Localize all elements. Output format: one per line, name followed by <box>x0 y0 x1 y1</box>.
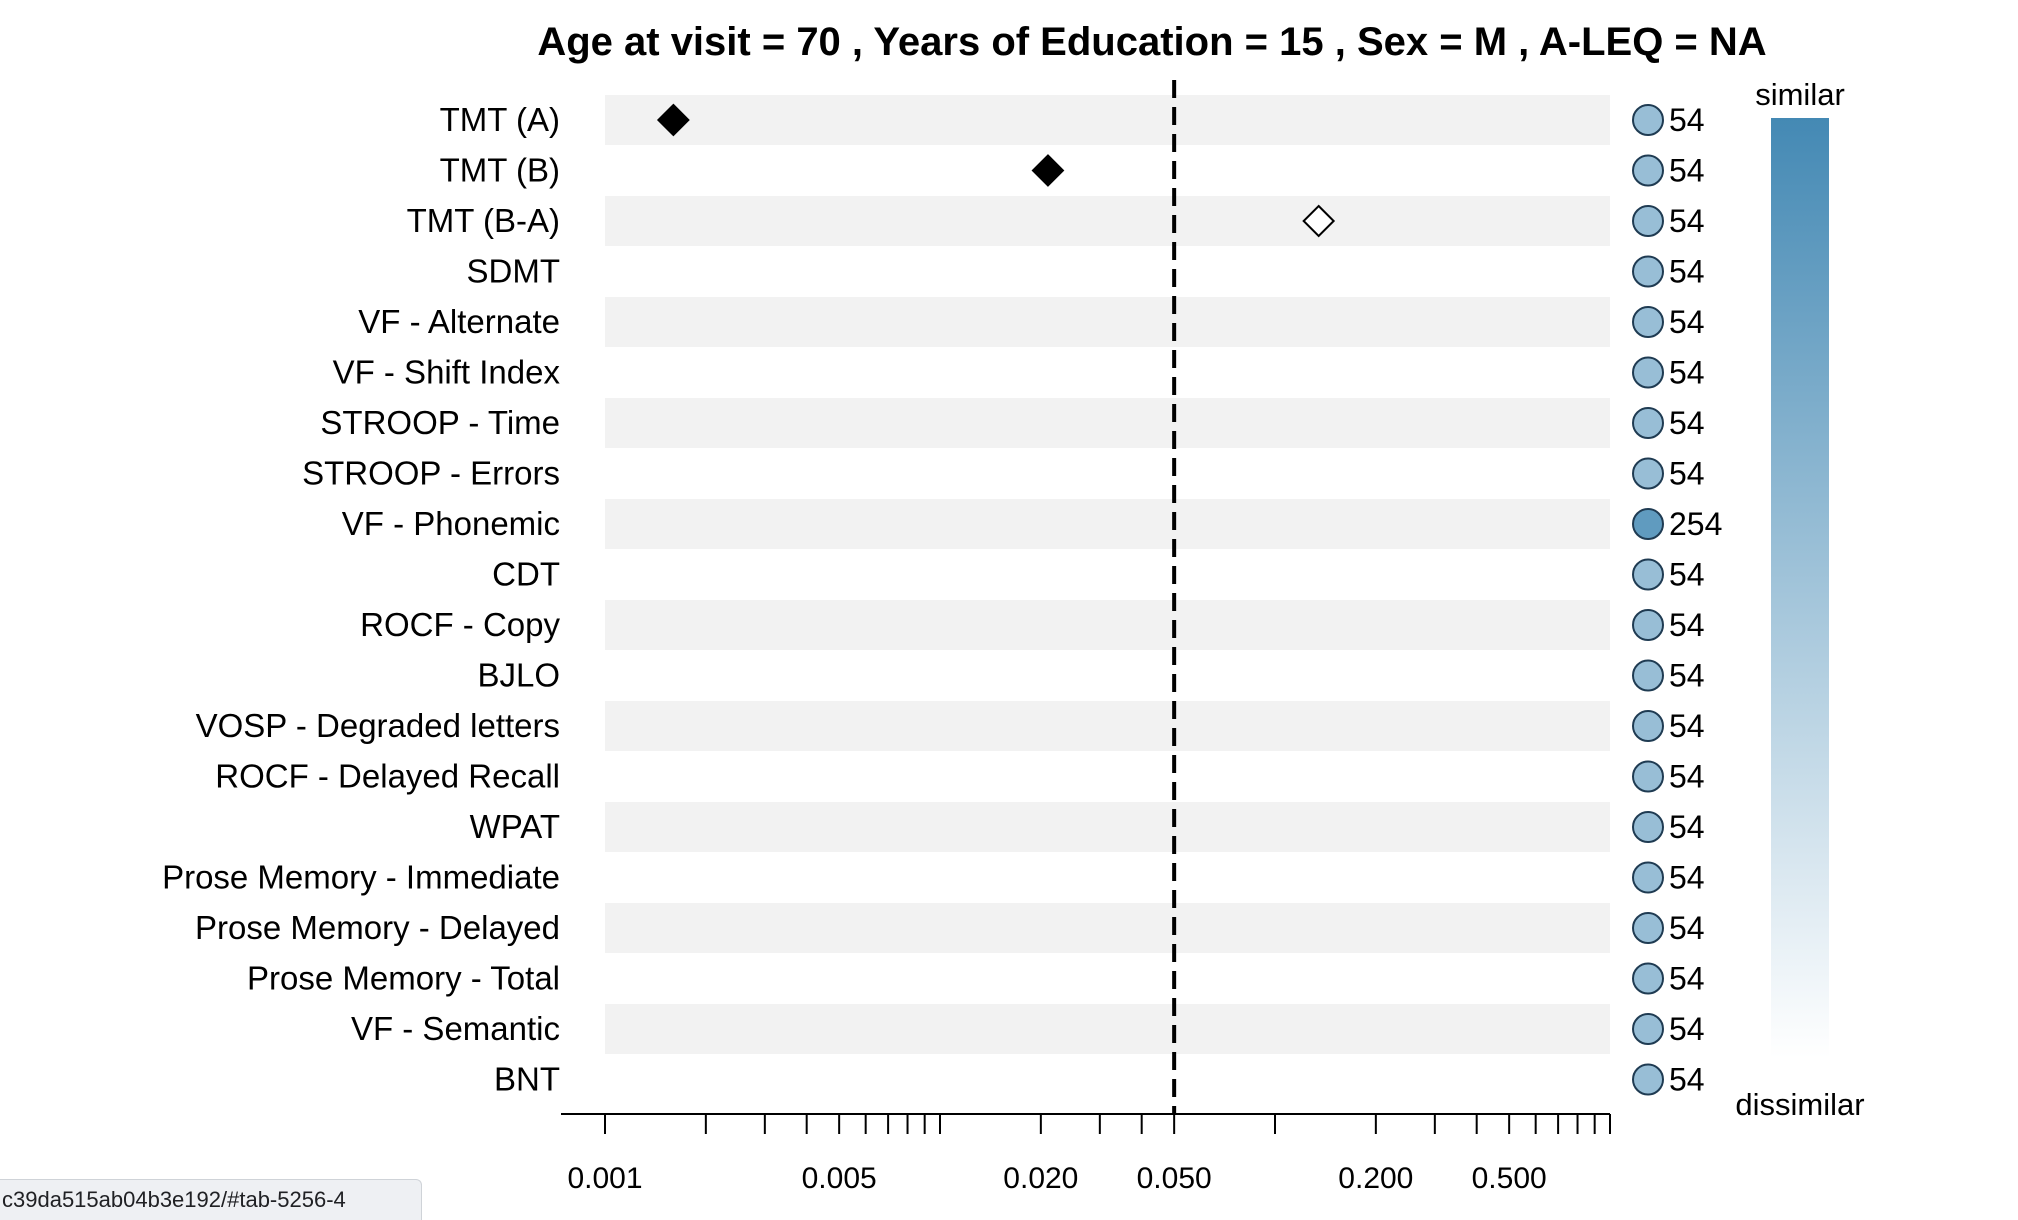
row-band <box>605 903 1610 953</box>
chart-title: Age at visit = 70 , Years of Education =… <box>537 20 1766 64</box>
sample-count-label: 54 <box>1669 405 1705 441</box>
row-label: VF - Alternate <box>358 303 560 340</box>
row-label: SDMT <box>467 253 561 290</box>
status-bar-url: c39da515ab04b3e192/#tab-5256-4 <box>0 1179 422 1220</box>
row-band <box>605 95 1610 145</box>
filled-diamond-marker <box>656 103 690 137</box>
row-label: STROOP - Time <box>320 404 560 441</box>
similarity-circle <box>1632 306 1664 338</box>
sample-count-label: 54 <box>1669 658 1705 694</box>
x-axis: 0.001 0.005 0.020 0.050 0.200 0.500 <box>561 1113 1611 1195</box>
similarity-circle <box>1632 962 1664 995</box>
similarity-circle <box>1632 356 1664 389</box>
row-label: VF - Semantic <box>351 1010 560 1047</box>
x-tick-label: 0.200 <box>1338 1162 1413 1195</box>
similarity-circle <box>1632 1013 1664 1045</box>
x-tick-label: 0.005 <box>802 1162 877 1195</box>
row-label: TMT (A) <box>440 101 560 138</box>
row-label: VF - Shift Index <box>333 354 561 391</box>
similarity-circle <box>1632 508 1664 540</box>
row-band <box>605 701 1610 751</box>
similarity-circle <box>1632 659 1664 692</box>
x-tick-label: 0.050 <box>1137 1162 1212 1195</box>
similarity-circle <box>1632 205 1664 237</box>
x-tick-label: 0.001 <box>567 1162 642 1195</box>
similarity-circle <box>1632 609 1664 641</box>
status-bar-url-text: c39da515ab04b3e192/#tab-5256-4 <box>2 1187 346 1212</box>
similarity-circle <box>1632 154 1664 187</box>
row-label: Prose Memory - Total <box>247 960 560 997</box>
row-band <box>605 802 1610 852</box>
row-band <box>605 398 1610 448</box>
similarity-circle <box>1632 710 1664 742</box>
row-band <box>605 1004 1610 1054</box>
row-label: CDT <box>492 556 560 593</box>
sample-count-column: 54 54 54 54 54 54 54 54 254 54 54 54 54 54 54 54 54 54 54 5… <box>1632 102 1722 1098</box>
sample-count-label: 54 <box>1669 910 1705 946</box>
sample-count-label: 54 <box>1669 607 1705 643</box>
row-band <box>605 499 1610 549</box>
sample-count-label: 54 <box>1669 1011 1705 1047</box>
sample-count-label: 54 <box>1669 860 1705 896</box>
sample-count-label: 54 <box>1669 355 1705 391</box>
legend-dissimilar-label: dissimilar <box>1735 1087 1864 1122</box>
row-label: BNT <box>494 1061 560 1098</box>
open-diamond-marker <box>1302 204 1336 238</box>
sample-count-label: 254 <box>1669 506 1722 542</box>
sample-count-label: 54 <box>1669 1062 1705 1098</box>
row-label: VF - Phonemic <box>342 505 560 542</box>
similarity-circle <box>1632 407 1664 439</box>
sample-count-label: 54 <box>1669 708 1705 744</box>
similarity-circle <box>1632 104 1664 136</box>
legend-similar-label: similar <box>1755 77 1845 112</box>
filled-diamond-marker <box>1031 154 1065 187</box>
similarity-circle <box>1632 811 1664 843</box>
row-label: VOSP - Degraded letters <box>196 707 560 744</box>
row-band <box>605 600 1610 650</box>
sample-count-label: 54 <box>1669 961 1705 997</box>
similarity-circle <box>1632 861 1664 894</box>
similarity-circle <box>1632 912 1664 944</box>
row-band <box>605 297 1610 347</box>
similarity-circle <box>1632 1063 1664 1096</box>
row-label: BJLO <box>477 657 560 694</box>
sample-count-label: 54 <box>1669 304 1705 340</box>
sample-count-label: 54 <box>1669 557 1705 593</box>
row-label: ROCF - Copy <box>360 606 560 643</box>
sample-count-label: 54 <box>1669 254 1705 290</box>
similarity-circle <box>1632 760 1664 793</box>
similarity-gradient-bar <box>1771 118 1829 1058</box>
row-label: WPAT <box>470 808 560 845</box>
data-markers <box>656 103 1336 238</box>
row-label: Prose Memory - Immediate <box>162 859 560 896</box>
row-bands <box>605 95 1610 1054</box>
row-label: Prose Memory - Delayed <box>195 909 560 946</box>
row-label: TMT (B-A) <box>407 202 560 239</box>
row-label: STROOP - Errors <box>302 455 560 492</box>
sample-count-label: 54 <box>1669 203 1705 239</box>
x-tick-label: 0.500 <box>1472 1162 1547 1195</box>
row-label: TMT (B) <box>440 152 560 189</box>
sample-count-label: 54 <box>1669 102 1705 138</box>
similarity-legend: similar dissimilar <box>1735 77 1864 1122</box>
row-label: ROCF - Delayed Recall <box>215 758 560 795</box>
similarity-circle <box>1632 558 1664 591</box>
row-labels: TMT (A) TMT (B) TMT (B-A) SDMT VF - Alternat… <box>162 101 560 1098</box>
row-band <box>605 196 1610 246</box>
similarity-circle <box>1632 457 1664 490</box>
sample-count-label: 54 <box>1669 153 1705 189</box>
similarity-circle <box>1632 255 1664 288</box>
sample-count-label: 54 <box>1669 809 1705 845</box>
x-tick-label: 0.020 <box>1003 1162 1078 1195</box>
sample-count-label: 54 <box>1669 456 1705 492</box>
sample-count-label: 54 <box>1669 759 1705 795</box>
